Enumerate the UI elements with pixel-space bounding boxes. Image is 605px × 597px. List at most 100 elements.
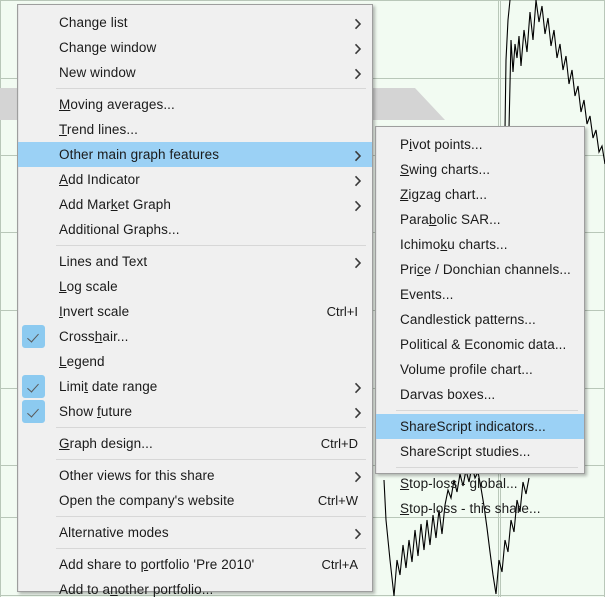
other-main-graph-features-submenu[interactable]: Pivot points... Swing charts... Zigzag cha… xyxy=(375,126,585,516)
menu-item-invert-scale[interactable]: Invert scale Ctrl+I xyxy=(18,299,372,324)
menu-separator xyxy=(56,459,366,460)
submenu-item-parabolic-sar[interactable]: Parabolic SAR... xyxy=(376,207,584,232)
menu-item-other-main-graph-features[interactable]: Other main graph features xyxy=(18,142,372,167)
menu-item-label: Events... xyxy=(400,287,454,302)
menu-item-other-views-for-this-share[interactable]: Other views for this share xyxy=(18,463,372,488)
menu-item-label: Change list xyxy=(59,15,128,30)
submenu-arrow-icon xyxy=(354,149,362,161)
menu-item-label: Other views for this share xyxy=(59,468,215,483)
menu-item-moving-averages[interactable]: Moving averages... xyxy=(18,92,372,117)
submenu-arrow-icon xyxy=(354,67,362,79)
menu-item-open-the-company-s-website[interactable]: Open the company's website Ctrl+W xyxy=(18,488,372,513)
chart-context-menu[interactable]: Change list Change window New window Moving… xyxy=(17,4,373,597)
submenu-arrow-icon xyxy=(354,42,362,54)
submenu-item-events[interactable]: Events... xyxy=(376,282,584,307)
menu-item-label: Moving averages... xyxy=(59,97,175,112)
menu-item-label: Stop-loss - global... xyxy=(400,476,518,491)
submenu-arrow-icon xyxy=(354,527,362,539)
menu-item-label: Swing charts... xyxy=(400,162,491,177)
menu-item-change-window[interactable]: Change window xyxy=(18,35,372,60)
menu-item-label: New window xyxy=(59,65,136,80)
menu-separator xyxy=(56,245,366,246)
menu-item-label: Alternative modes xyxy=(59,525,169,540)
menu-item-label: Stop-loss - this share... xyxy=(400,501,541,516)
submenu-item-stop-loss-this-share[interactable]: Stop-loss - this share... xyxy=(376,496,584,521)
checkmark-icon xyxy=(22,325,45,348)
menu-item-label: Show future xyxy=(59,404,133,419)
menu-item-label: Darvas boxes... xyxy=(400,387,496,402)
menu-item-show-future[interactable]: Show future xyxy=(18,399,372,424)
menu-item-shortcut: Ctrl+W xyxy=(317,493,358,508)
submenu-item-swing-charts[interactable]: Swing charts... xyxy=(376,157,584,182)
menu-item-add-share-to-portfolio-pre-2010[interactable]: Add share to portfolio 'Pre 2010' Ctrl+A xyxy=(18,552,372,577)
menu-item-additional-graphs[interactable]: Additional Graphs... xyxy=(18,217,372,242)
menu-item-lines-and-text[interactable]: Lines and Text xyxy=(18,249,372,274)
submenu-gutter xyxy=(376,127,377,473)
submenu-arrow-icon xyxy=(354,256,362,268)
menu-item-alternative-modes[interactable]: Alternative modes xyxy=(18,520,372,545)
menu-item-label: Parabolic SAR... xyxy=(400,212,501,227)
submenu-item-candlestick-patterns[interactable]: Candlestick patterns... xyxy=(376,307,584,332)
submenu-item-pivot-points[interactable]: Pivot points... xyxy=(376,132,584,157)
menu-item-label: Candlestick patterns... xyxy=(400,312,536,327)
submenu-item-sharescript-indicators[interactable]: ShareScript indicators... xyxy=(376,414,584,439)
menu-item-label: Change window xyxy=(59,40,157,55)
submenu-item-ichimoku-charts[interactable]: Ichimoku charts... xyxy=(376,232,584,257)
menu-item-label: Additional Graphs... xyxy=(59,222,180,237)
menu-item-label: Zigzag chart... xyxy=(400,187,488,202)
menu-item-label: ShareScript indicators... xyxy=(400,419,546,434)
menu-item-limit-date-range[interactable]: Limit date range xyxy=(18,374,372,399)
menu-item-label: Invert scale xyxy=(59,304,130,319)
menu-item-label: Legend xyxy=(59,354,105,369)
menu-item-label: Crosshair... xyxy=(59,329,129,344)
menu-item-label: Trend lines... xyxy=(59,122,138,137)
submenu-item-volume-profile-chart[interactable]: Volume profile chart... xyxy=(376,357,584,382)
menu-item-label: Ichimoku charts... xyxy=(400,237,508,252)
menu-item-label: Log scale xyxy=(59,279,118,294)
submenu-item-darvas-boxes[interactable]: Darvas boxes... xyxy=(376,382,584,407)
menu-item-add-indicator[interactable]: Add Indicator xyxy=(18,167,372,192)
menu-separator xyxy=(56,548,366,549)
checkmark-icon xyxy=(22,375,45,398)
menu-separator xyxy=(396,467,578,468)
submenu-arrow-icon xyxy=(354,17,362,29)
submenu-item-stop-loss-global[interactable]: Stop-loss - global... xyxy=(376,471,584,496)
menu-item-label: Pivot points... xyxy=(400,137,483,152)
menu-item-shortcut: Ctrl+D xyxy=(320,436,358,451)
submenu-item-price-donchian-channels[interactable]: Price / Donchian channels... xyxy=(376,257,584,282)
menu-item-shortcut: Ctrl+A xyxy=(321,557,358,572)
menu-item-label: Add Indicator xyxy=(59,172,140,187)
submenu-arrow-icon xyxy=(354,381,362,393)
submenu-arrow-icon xyxy=(354,199,362,211)
menu-item-legend[interactable]: Legend xyxy=(18,349,372,374)
menu-item-label: Graph design... xyxy=(59,436,153,451)
menu-item-change-list[interactable]: Change list xyxy=(18,10,372,35)
submenu-arrow-icon xyxy=(354,470,362,482)
submenu-arrow-icon xyxy=(354,406,362,418)
submenu-item-sharescript-studies[interactable]: ShareScript studies... xyxy=(376,439,584,464)
menu-item-add-to-another-portfolio[interactable]: Add to another portfolio... xyxy=(18,577,372,597)
menu-item-graph-design[interactable]: Graph design... Ctrl+D xyxy=(18,431,372,456)
menu-item-add-market-graph[interactable]: Add Market Graph xyxy=(18,192,372,217)
menu-item-shortcut: Ctrl+I xyxy=(326,304,358,319)
menu-item-new-window[interactable]: New window xyxy=(18,60,372,85)
menu-separator xyxy=(56,516,366,517)
menu-item-log-scale[interactable]: Log scale xyxy=(18,274,372,299)
menu-item-label: Political & Economic data... xyxy=(400,337,567,352)
submenu-arrow-icon xyxy=(354,174,362,186)
menu-item-crosshair[interactable]: Crosshair... xyxy=(18,324,372,349)
submenu-bottom-spacer xyxy=(376,521,584,526)
menu-separator xyxy=(396,410,578,411)
menu-item-label: Price / Donchian channels... xyxy=(400,262,571,277)
submenu-item-political-economic-data[interactable]: Political & Economic data... xyxy=(376,332,584,357)
menu-item-label: Other main graph features xyxy=(59,147,220,162)
menu-separator xyxy=(56,88,366,89)
menu-gutter xyxy=(18,5,19,591)
menu-item-label: Limit date range xyxy=(59,379,158,394)
menu-item-label: Add share to portfolio 'Pre 2010' xyxy=(59,557,255,572)
menu-item-trend-lines[interactable]: Trend lines... xyxy=(18,117,372,142)
submenu-item-zigzag-chart[interactable]: Zigzag chart... xyxy=(376,182,584,207)
menu-item-label: ShareScript studies... xyxy=(400,444,531,459)
menu-item-label: Lines and Text xyxy=(59,254,148,269)
